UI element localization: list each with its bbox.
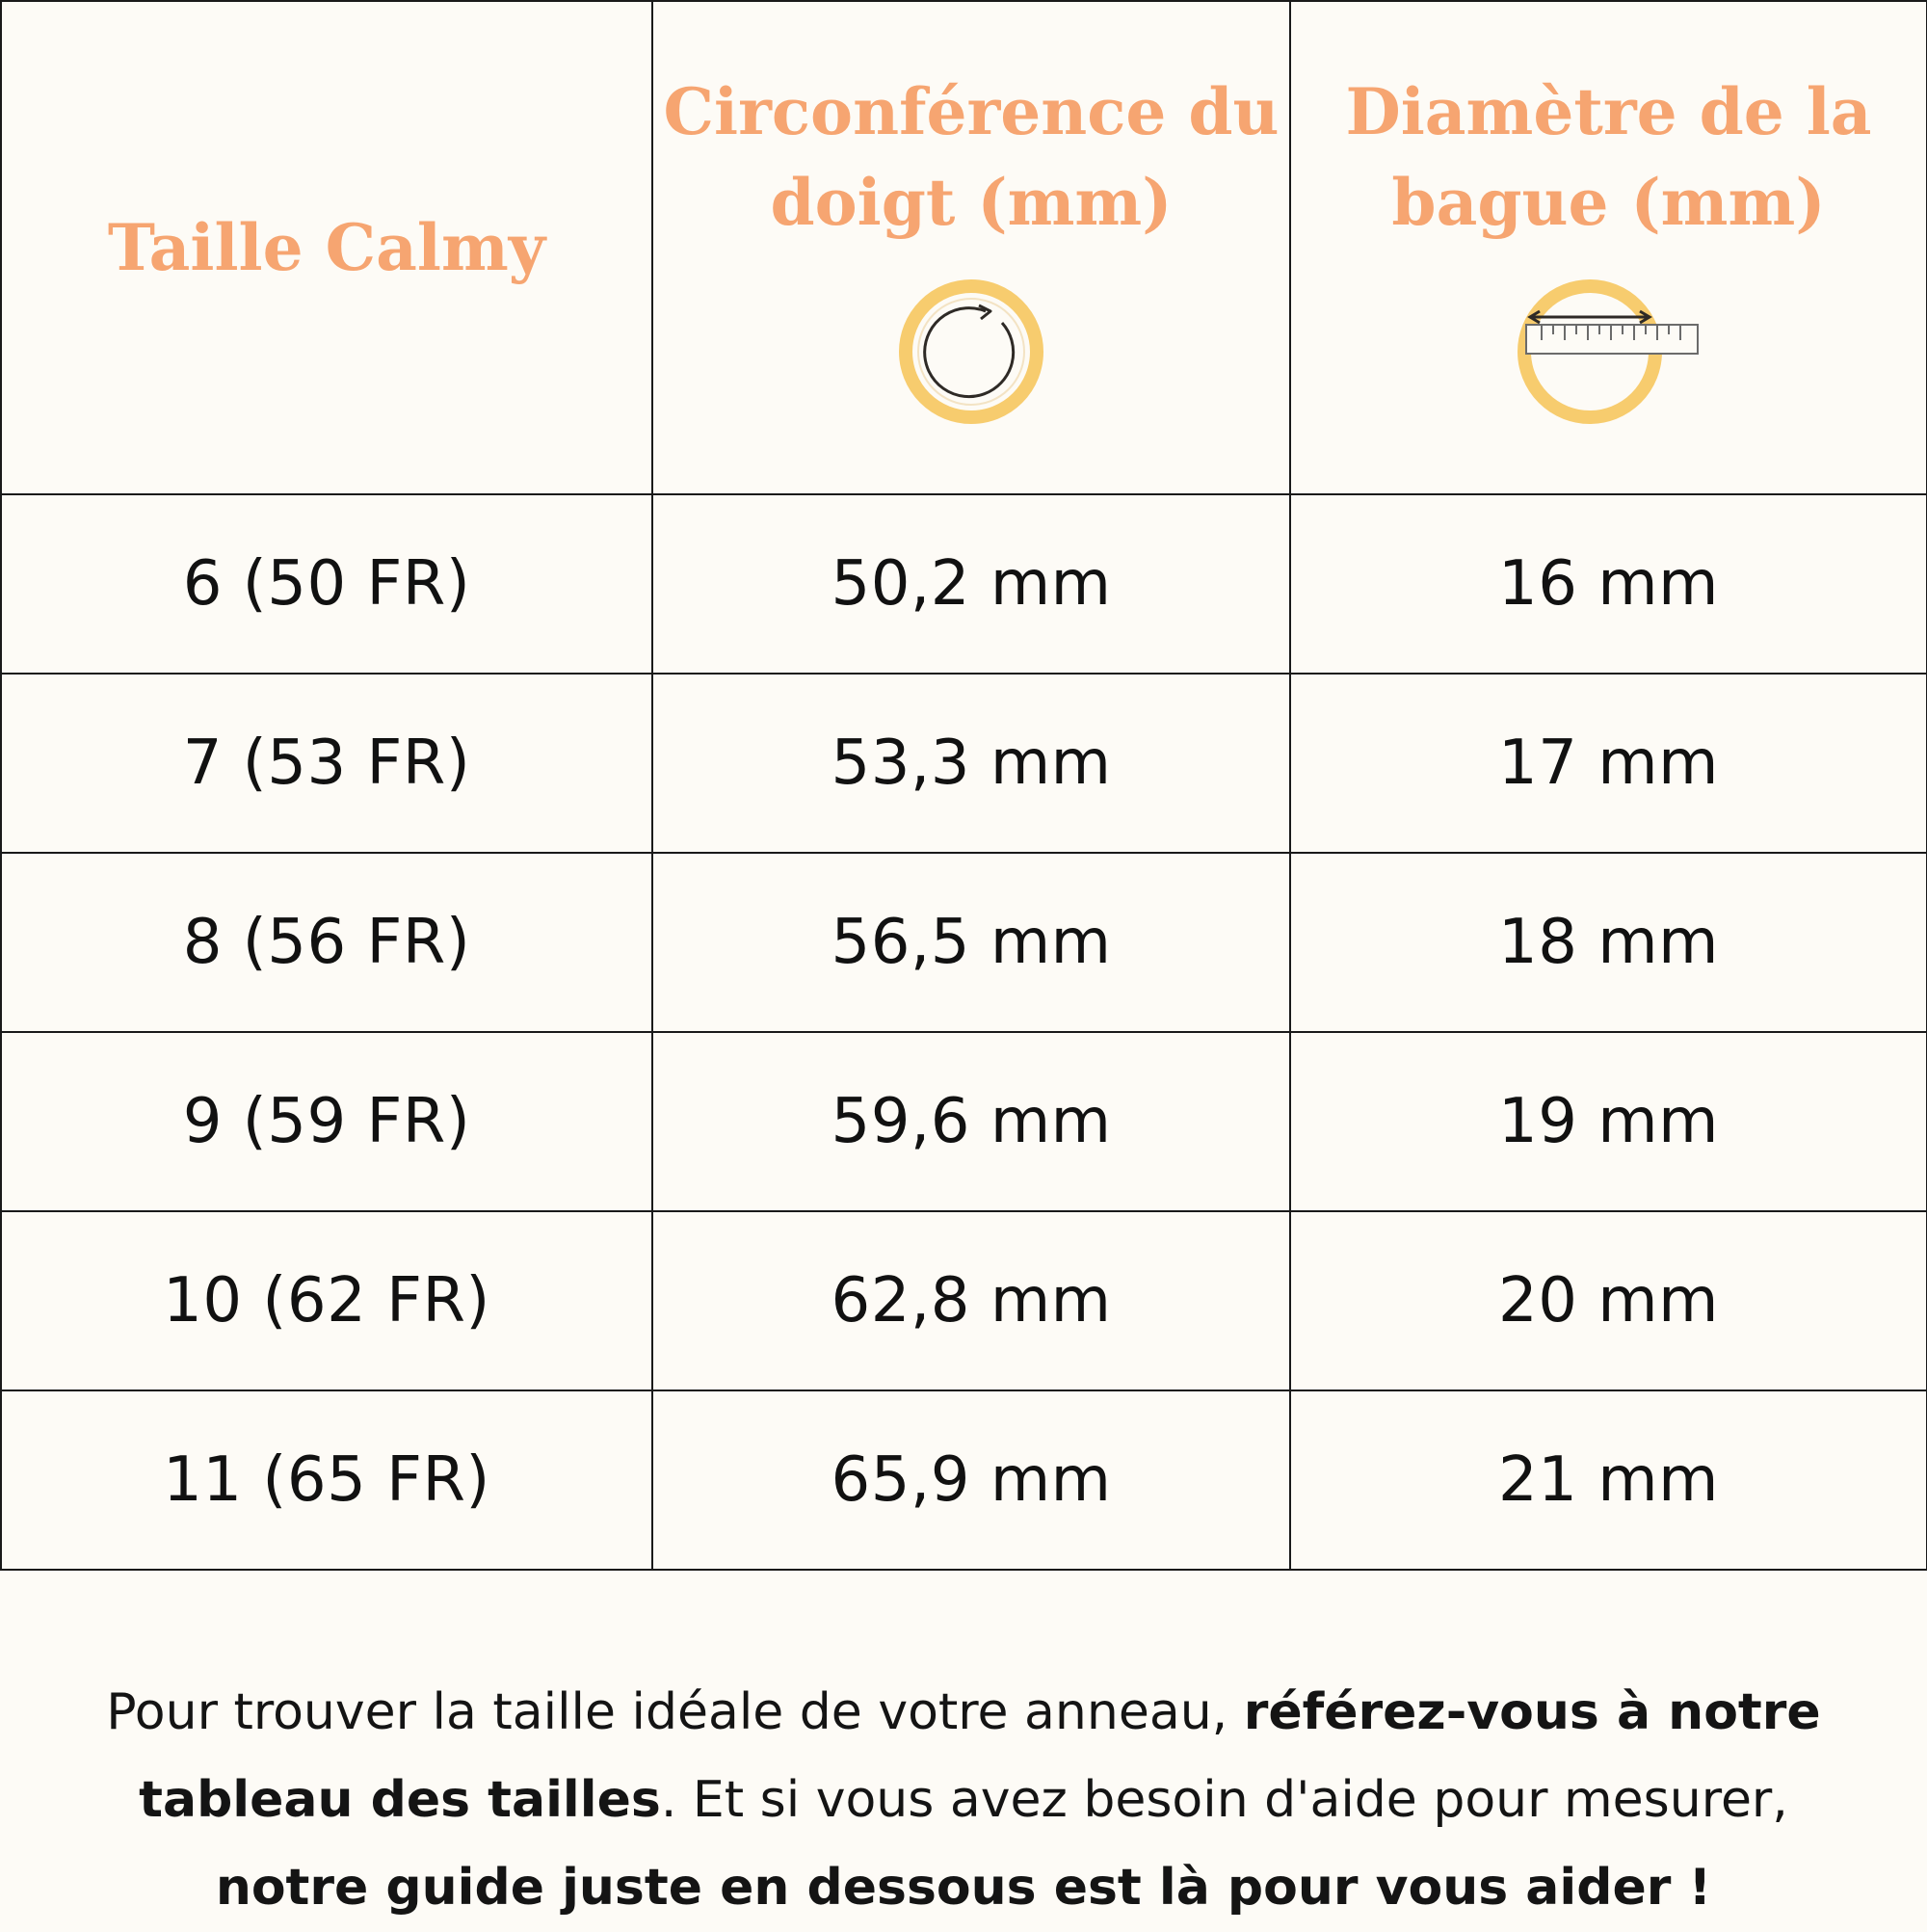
size-value: 10 (62 FR)	[163, 1265, 490, 1337]
header-cell-diameter: Diamètre de la bague (mm)	[1289, 0, 1927, 495]
table-header-row: Taille Calmy Circonférence du doigt (mm)…	[0, 0, 1927, 495]
size-value: 8 (56 FR)	[182, 907, 471, 978]
circumference-value: 53,3 mm	[831, 728, 1112, 799]
circumference-icon	[653, 275, 1289, 429]
circumference-value: 59,6 mm	[831, 1086, 1112, 1157]
circumference-value: 65,9 mm	[831, 1444, 1112, 1516]
size-guide-note: Pour trouver la taille idéale de votre a…	[58, 1669, 1869, 1932]
diameter-value: 20 mm	[1498, 1265, 1719, 1337]
header-cell-size: Taille Calmy	[0, 0, 653, 495]
diameter-value: 19 mm	[1498, 1086, 1719, 1157]
diameter-value: 21 mm	[1498, 1444, 1719, 1516]
diameter-cell: 19 mm	[1289, 1031, 1927, 1212]
size-cell: 9 (59 FR)	[0, 1031, 653, 1212]
size-value: 7 (53 FR)	[182, 728, 471, 799]
circumference-cell: 56,5 mm	[651, 852, 1291, 1033]
circumference-value: 62,8 mm	[831, 1265, 1112, 1337]
diameter-ruler-icon	[1291, 275, 1926, 429]
circumference-value: 50,2 mm	[831, 548, 1112, 620]
table-row: 6 (50 FR) 50,2 mm 16 mm	[0, 493, 1927, 675]
table-row: 8 (56 FR) 56,5 mm 18 mm	[0, 852, 1927, 1033]
note-bold-1: référez-vous à notre tableau des tailles	[139, 1683, 1821, 1829]
size-cell: 11 (65 FR)	[0, 1389, 653, 1571]
diameter-value: 17 mm	[1498, 728, 1719, 799]
header-circumference-line1: Circonférence du	[663, 74, 1280, 149]
header-diameter-line2: bague (mm)	[1391, 165, 1826, 240]
header-diameter-line1: Diamètre de la	[1345, 74, 1872, 149]
ring-size-table: Taille Calmy Circonférence du doigt (mm)…	[0, 0, 1927, 1571]
note-text-1: Pour trouver la taille idéale de votre a…	[106, 1683, 1244, 1741]
diameter-value: 18 mm	[1498, 907, 1719, 978]
note-bold-2: notre guide juste en dessous est là pour…	[215, 1859, 1712, 1917]
size-value: 9 (59 FR)	[182, 1086, 471, 1157]
diameter-cell: 18 mm	[1289, 852, 1927, 1033]
circumference-cell: 50,2 mm	[651, 493, 1291, 675]
diameter-cell: 21 mm	[1289, 1389, 1927, 1571]
size-cell: 8 (56 FR)	[0, 852, 653, 1033]
size-value: 11 (65 FR)	[163, 1444, 490, 1516]
circumference-cell: 59,6 mm	[651, 1031, 1291, 1212]
diameter-cell: 17 mm	[1289, 673, 1927, 854]
table-row: 11 (65 FR) 65,9 mm 21 mm	[0, 1389, 1927, 1571]
circumference-cell: 53,3 mm	[651, 673, 1291, 854]
diameter-cell: 20 mm	[1289, 1210, 1927, 1391]
diameter-cell: 16 mm	[1289, 493, 1927, 675]
size-cell: 7 (53 FR)	[0, 673, 653, 854]
size-value: 6 (50 FR)	[182, 548, 471, 620]
diameter-value: 16 mm	[1498, 548, 1719, 620]
note-text-2: . Et si vous avez besoin d'aide pour mes…	[660, 1771, 1788, 1829]
table-row: 10 (62 FR) 62,8 mm 20 mm	[0, 1210, 1927, 1391]
table-row: 7 (53 FR) 53,3 mm 17 mm	[0, 673, 1927, 854]
circumference-cell: 65,9 mm	[651, 1389, 1291, 1571]
header-circumference-line2: doigt (mm)	[770, 165, 1173, 240]
table-row: 9 (59 FR) 59,6 mm 19 mm	[0, 1031, 1927, 1212]
circumference-value: 56,5 mm	[831, 907, 1112, 978]
header-cell-circumference: Circonférence du doigt (mm)	[651, 0, 1291, 495]
header-size-label: Taille Calmy	[107, 210, 546, 285]
circumference-cell: 62,8 mm	[651, 1210, 1291, 1391]
size-cell: 10 (62 FR)	[0, 1210, 653, 1391]
size-cell: 6 (50 FR)	[0, 493, 653, 675]
